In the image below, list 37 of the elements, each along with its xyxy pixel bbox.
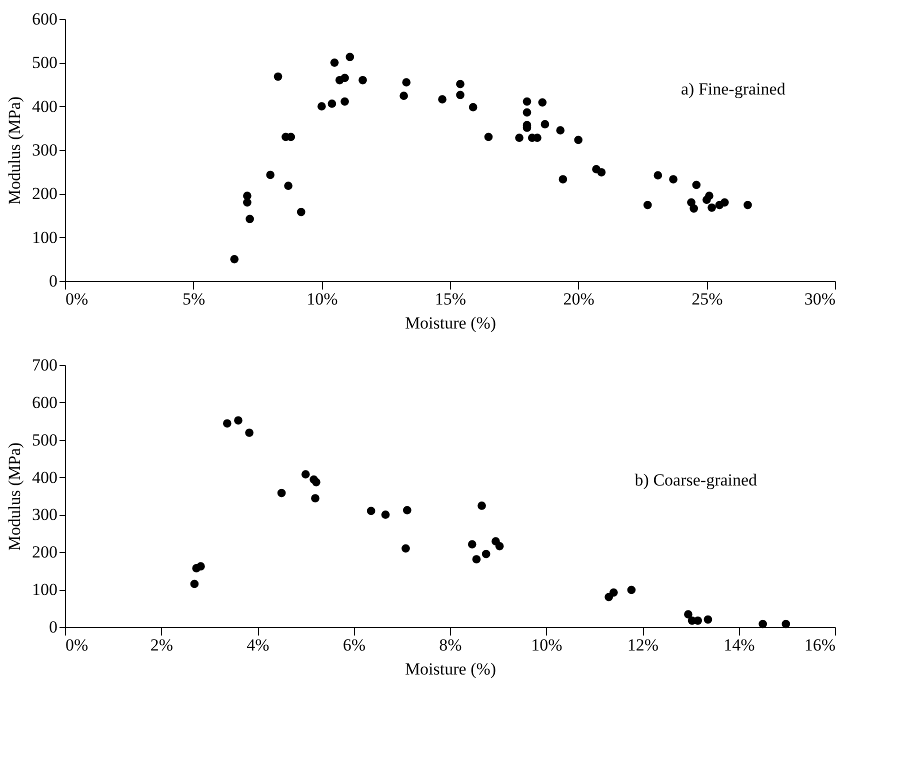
- x-tick-label: 0%: [66, 636, 88, 654]
- x-tick-label: 12%: [627, 636, 659, 654]
- x-tick-label: 15%: [434, 290, 466, 308]
- y-tick-label: 700: [32, 356, 58, 374]
- x-tick-label: 4%: [246, 636, 270, 654]
- x-tick-label: 25%: [692, 290, 723, 308]
- x-tick-label: 10%: [306, 290, 338, 308]
- x-tick-label: 10%: [531, 636, 562, 654]
- annotation: a) Fine-grained: [681, 80, 786, 99]
- x-tick-label: 30%: [804, 290, 836, 308]
- y-axis-title: Modulus (MPa): [5, 442, 24, 551]
- y-tick-label: 100: [32, 580, 58, 600]
- x-tick-label: 6%: [342, 636, 366, 654]
- y-tick-label: 0: [49, 618, 58, 636]
- y-tick-label: 400: [32, 468, 58, 487]
- y-tick-label: 300: [32, 505, 58, 524]
- y-tick-label: 400: [32, 96, 58, 116]
- x-tick-label: 0%: [66, 290, 88, 308]
- y-tick-label: 600: [32, 392, 58, 412]
- y-tick-label: 500: [32, 430, 58, 450]
- x-tick-label: 2%: [150, 636, 174, 654]
- y-tick-label: 300: [32, 140, 58, 160]
- x-axis-title: Moisture (%): [404, 660, 496, 678]
- x-tick-label: 8%: [439, 636, 462, 654]
- y-axis-title: Modulus (MPa): [5, 96, 24, 205]
- x-tick-label: 5%: [182, 290, 206, 308]
- x-tick-label: 16%: [804, 636, 836, 654]
- y-tick-label: 200: [32, 542, 58, 562]
- y-tick-label: 100: [32, 228, 58, 247]
- y-tick-label: 600: [32, 10, 58, 28]
- x-tick-label: 20%: [563, 290, 594, 308]
- y-tick-label: 0: [49, 272, 58, 290]
- x-axis-title: Moisture (%): [404, 314, 496, 332]
- y-tick-label: 200: [32, 184, 58, 204]
- annotation: b) Coarse-grained: [634, 470, 758, 490]
- x-tick-label: 14%: [724, 636, 755, 654]
- y-tick-label: 500: [32, 53, 58, 72]
